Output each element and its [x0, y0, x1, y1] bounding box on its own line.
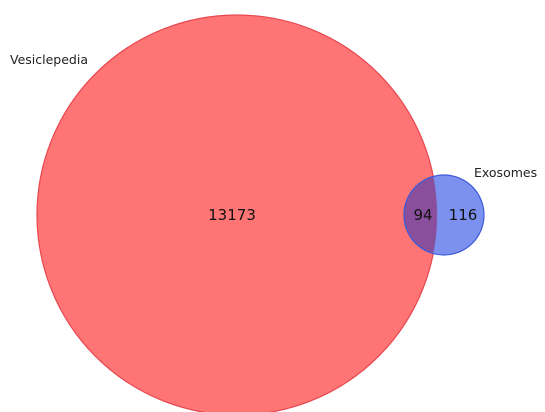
intersection-region — [403, 174, 437, 256]
vesiclepedia-label: Vesiclepedia — [10, 52, 88, 67]
exosomes-only-count: 116 — [449, 206, 478, 224]
exosomes-label: Exosomes — [474, 165, 537, 180]
vesiclepedia-only-count: 13173 — [208, 206, 256, 224]
intersection-count: 94 — [413, 206, 432, 224]
